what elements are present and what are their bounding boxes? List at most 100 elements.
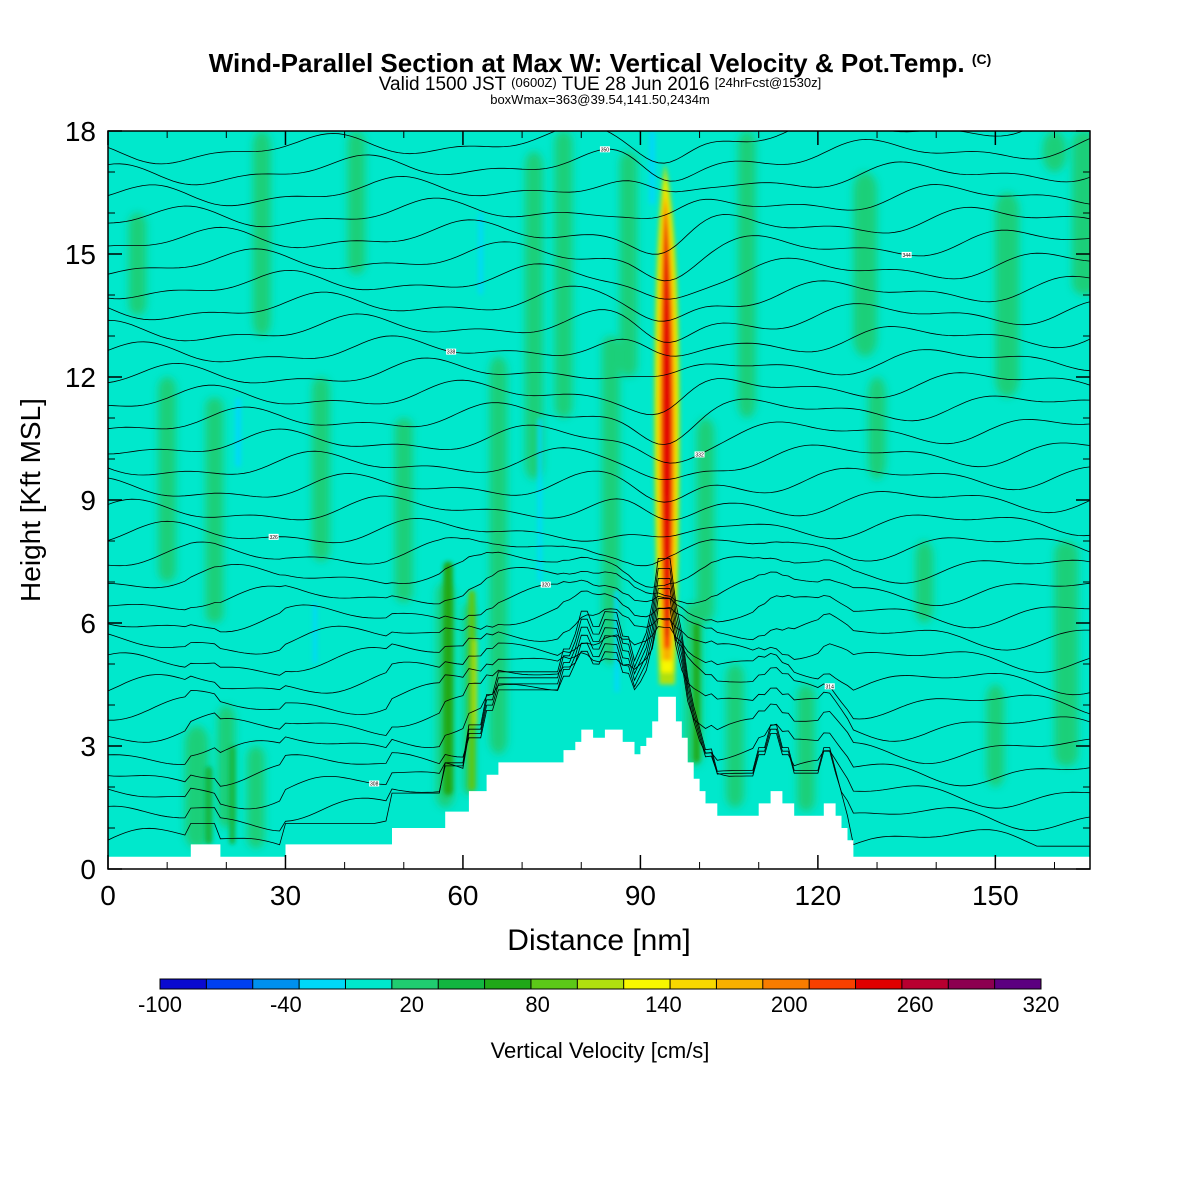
w-shading-band [696,418,715,623]
theta-contour [108,618,1090,721]
theta-contour [108,418,1090,464]
colorbar-swatch [345,979,393,989]
theta-contour [108,551,1090,589]
w-shading-band [726,664,744,808]
theta-contour [108,466,1090,503]
valid-time: Valid 1500 JST [378,74,506,95]
theta-label-bg [901,251,912,258]
theta-contour [108,608,1090,676]
w-shading-band [394,418,413,603]
theta-contour [108,252,1090,300]
theta-contour [108,598,1090,765]
colorbar-swatch [391,979,439,989]
theta-contour [108,301,1090,343]
theta-contour [108,608,1090,743]
x-tick-label: 30 [270,880,301,911]
y-tick-label: 3 [80,731,96,762]
w-shading-band [986,684,1005,787]
w-shading-band [158,377,177,582]
x-tick-label: 60 [447,880,478,911]
w-shading-band [205,397,224,623]
colorbar-swatch [948,979,996,989]
w-shading-band [312,377,330,562]
colorbar-swatch [994,979,1042,989]
colorbar-tick-label: -100 [138,992,182,1017]
w-shading-band [995,192,1020,398]
w-shading-band [554,131,573,418]
theta-contour [108,577,1090,810]
w-shading-band [247,746,265,849]
y-tick-label: 9 [80,485,96,516]
w-downdraft-streak [235,397,242,468]
updraft-contour-fill [663,211,671,637]
w-downdraft-streak [478,213,484,295]
theta-contour [108,131,1024,165]
theta-label-bg [824,683,835,690]
chart-title: Wind-Parallel Section at Max W: Vertical… [0,44,1200,78]
w-shading-band [128,213,147,316]
theta-label: 308 [370,782,379,788]
x-axis-label: Distance [nm] [507,924,690,957]
theta-contour [108,626,1090,696]
y-tick-label: 0 [80,854,96,885]
colorbar-tick-label: 20 [399,992,423,1017]
w-shading-band [1054,541,1079,767]
theta-label: 314 [826,684,835,690]
w-shading-band [525,151,543,480]
theta-contour [108,206,1090,255]
theta-contour [108,184,1090,228]
w-shading-band [915,541,934,623]
colorbar-swatch [530,979,578,989]
theta-label: 338 [447,350,456,356]
theta-label: 350 [601,147,610,153]
theta-contour [108,275,1090,322]
x-tick-label: 150 [972,880,1019,911]
w-shading-band [347,131,366,275]
colorbar-swatch [901,979,949,989]
y-axis-label: Height [Kft MSL] [15,398,46,602]
w-shading-band [601,336,620,664]
colorbar-frame [159,978,1042,990]
theta-label-bg [694,451,705,458]
w-shading-core [443,561,453,796]
w-shading-band [489,356,508,755]
colorbar-swatch [299,979,346,989]
colorbar-tick-label: 200 [771,992,808,1017]
updraft-core [654,163,680,685]
theta-label-bg [446,348,457,355]
theta-contour [108,579,1090,633]
valid-date: TUE 28 Jun 2016 [561,74,710,95]
theta-contour [108,567,1090,832]
w-shading-band [868,377,886,480]
theta-label: 332 [695,452,704,458]
colorbar-swatch [252,979,300,989]
colorbar: -100 -40 20 80 140 200 260 320 [138,978,1060,1017]
theta-label: 320 [542,583,551,589]
colorbar-swatch [160,979,207,989]
theta-label-bg [369,780,380,787]
colorbar-swatch [670,979,717,989]
theta-contour [108,349,1090,384]
colorbar-tick-label: 320 [1023,992,1060,1017]
w-downdraft-streak [312,602,318,664]
y-tick-label: 12 [65,362,96,393]
valid-utc: (0600Z) [511,75,557,90]
x-tick-label: 120 [795,880,842,911]
copyright-mark: (C) [971,51,992,67]
theta-contour [108,138,1090,186]
w-shading-band [853,172,878,357]
colorbar-tick-label: 80 [525,992,549,1017]
theta-contours: 308 314 320 326 332 338 344 350 [108,131,1090,847]
colorbar-label: Vertical Velocity [cm/s] [491,1038,710,1063]
w-shading-core [693,623,700,763]
colorbar-swatch [762,979,810,989]
box-wmax-info: boxWmax=363@39.54,141.50,2434m [490,92,710,107]
x-tick-label: 90 [625,880,656,911]
forecast-info: [24hrFcst@1530z] [714,75,822,90]
w-shading-core [472,639,477,726]
theta-contour [108,229,1090,282]
theta-contour [108,161,1090,207]
y-tick-label: 6 [80,608,96,639]
x-tick-label: 0 [100,880,116,911]
